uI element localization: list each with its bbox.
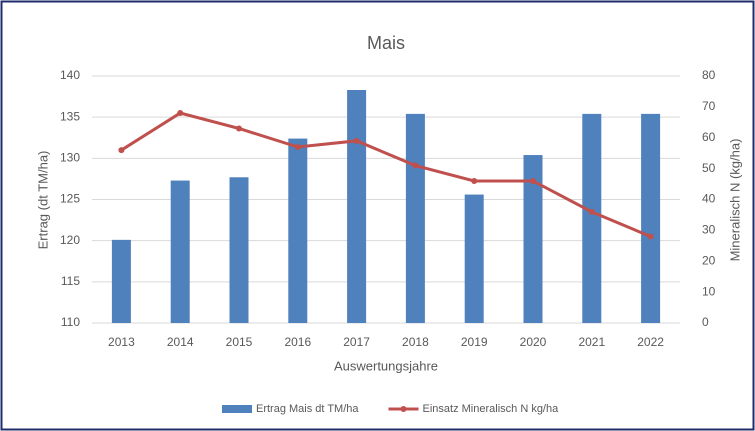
- y2-tick-label: 50: [702, 161, 716, 175]
- bar: [582, 113, 602, 323]
- y-tick-label: 120: [60, 233, 80, 247]
- line-point: [294, 144, 301, 151]
- line-point: [236, 125, 242, 132]
- bar: [347, 89, 367, 323]
- line-point: [530, 177, 536, 184]
- legend-swatch: [222, 405, 252, 413]
- legend-label: Einsatz Mineralisch N kg/ha: [423, 403, 560, 415]
- y2-tick-label: 0: [702, 315, 709, 329]
- bar: [523, 155, 543, 323]
- y-tick-label: 115: [61, 274, 80, 288]
- y2-tick-label: 20: [702, 253, 716, 267]
- x-tick-label: 2014: [167, 335, 194, 349]
- y-tick-label: 140: [60, 68, 80, 82]
- line-series: [120, 111, 652, 238]
- x-axis-title: Auswertungsjahre: [334, 358, 438, 373]
- y-axis-title: Ertrag (dt TM/ha): [35, 151, 50, 250]
- x-tick-label: 2018: [402, 335, 429, 349]
- line-point: [471, 177, 478, 184]
- y2-tick-label: 70: [702, 99, 716, 113]
- chart-title: Mais: [367, 33, 405, 53]
- x-tick-label: 2013: [108, 335, 135, 349]
- bar: [405, 113, 425, 323]
- x-tick-label: 2015: [226, 335, 253, 349]
- y2-tick-label: 10: [702, 284, 716, 298]
- bar: [641, 113, 661, 323]
- line-point: [647, 233, 654, 240]
- line-point: [118, 147, 125, 154]
- line-point: [353, 137, 360, 144]
- x-tick-label: 2016: [284, 335, 311, 349]
- x-tick-label: 2020: [520, 335, 547, 349]
- bar: [464, 194, 484, 323]
- legend-label: Ertrag Mais dt TM/ha: [256, 403, 359, 415]
- line-point: [177, 110, 184, 117]
- x-tick-label: 2017: [343, 335, 370, 349]
- y2-tick-label: 40: [702, 192, 716, 206]
- y-tick-label: 110: [61, 315, 80, 329]
- y2-tick-label: 80: [702, 68, 716, 82]
- x-tick-label: 2019: [461, 335, 488, 349]
- bar: [111, 239, 131, 323]
- x-tick-label: 2021: [578, 335, 605, 349]
- legend-swatch: [400, 406, 407, 412]
- y2-tick-label: 60: [702, 130, 716, 144]
- y-tick-label: 125: [60, 192, 80, 206]
- y2-axis-title: Mineralisch N (kg/ha): [727, 139, 742, 262]
- y-tick-label: 135: [60, 109, 80, 123]
- y-tick-label: 130: [60, 151, 80, 165]
- y2-tick-label: 30: [702, 223, 716, 237]
- bar: [229, 177, 249, 323]
- line-point: [412, 162, 419, 169]
- bar: [288, 138, 308, 323]
- line-point: [588, 208, 595, 215]
- x-tick-label: 2022: [637, 335, 664, 349]
- bar: [170, 180, 190, 323]
